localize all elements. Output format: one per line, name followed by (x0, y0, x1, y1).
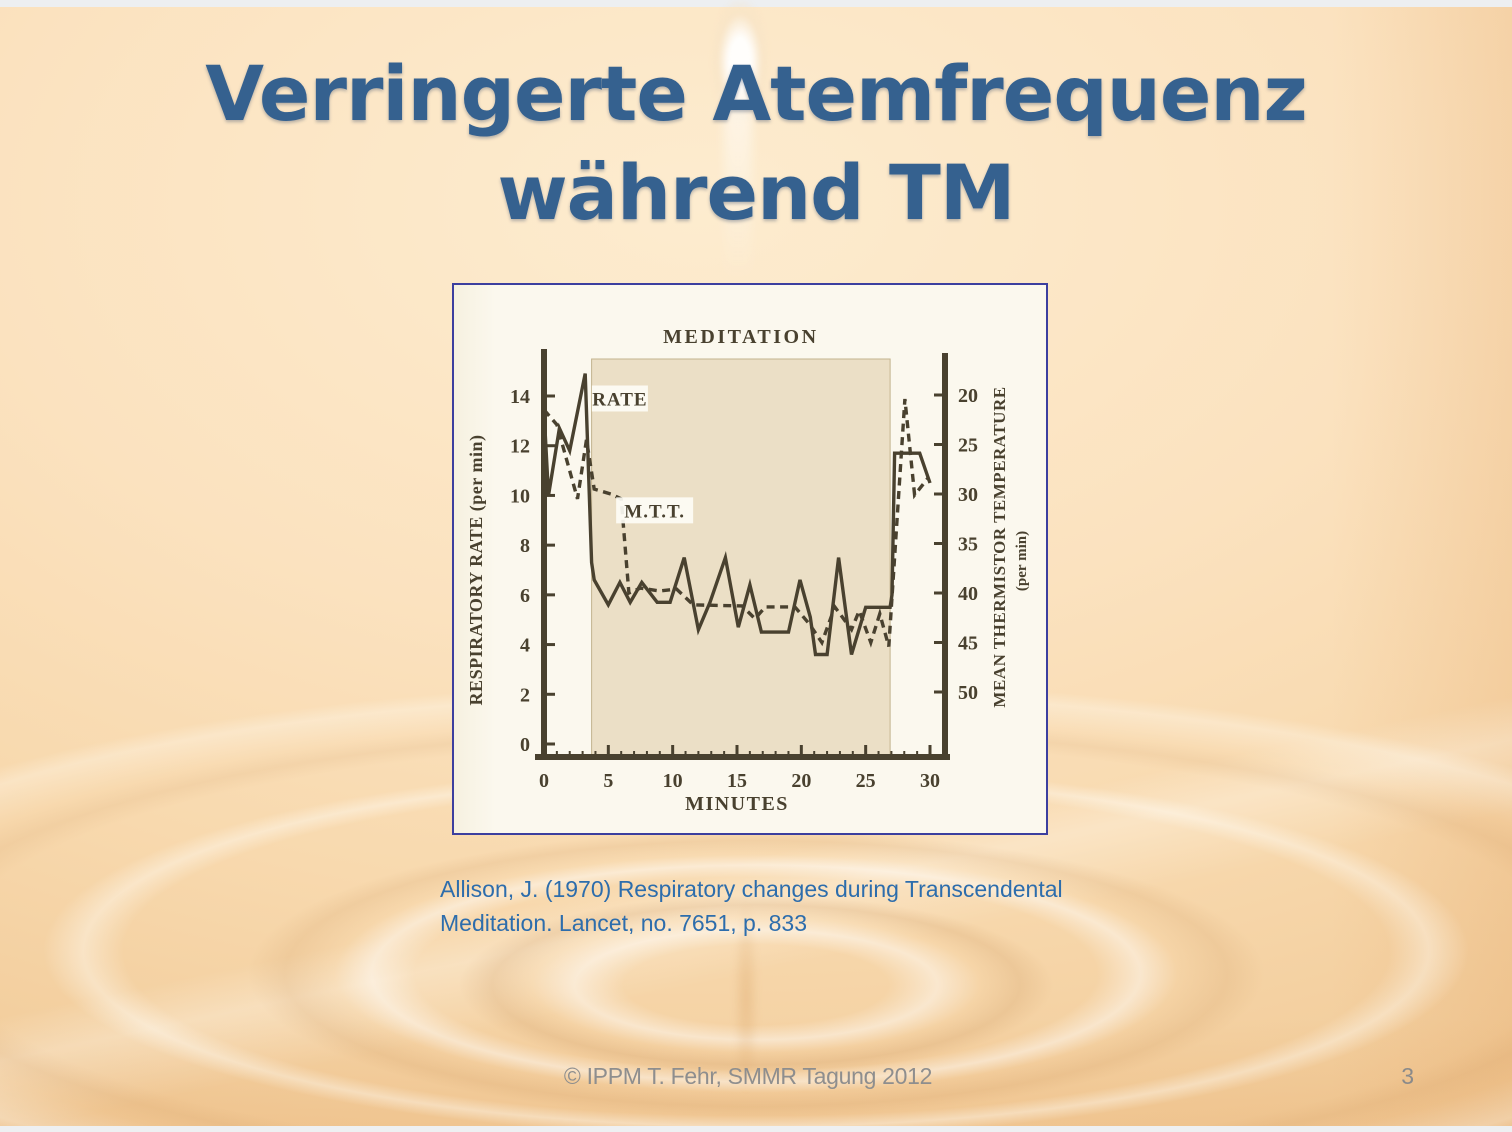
footer-credit: © IPPM T. Fehr, SMMR Tagung 2012 (563, 1063, 933, 1089)
svg-text:20: 20 (958, 385, 978, 407)
svg-text:25: 25 (958, 435, 978, 457)
svg-text:30: 30 (958, 484, 978, 506)
svg-text:10: 10 (510, 485, 530, 507)
water-droplet-glow (724, 92, 752, 282)
page-title: Verringerte Atemfrequenz während TM (0, 44, 1512, 242)
svg-text:35: 35 (958, 534, 978, 556)
svg-text:5: 5 (603, 770, 613, 792)
bottom-edge-strip (0, 1126, 1512, 1132)
svg-text:4: 4 (520, 635, 530, 657)
svg-text:M.T.T.: M.T.T. (624, 501, 685, 522)
svg-text:12: 12 (510, 436, 530, 458)
svg-text:(per min): (per min) (1014, 531, 1030, 591)
svg-text:50: 50 (958, 682, 978, 704)
citation: Allison, J. (1970) Respiratory changes d… (440, 872, 1120, 940)
meditation-chart: MEDITATION 0 2 4 6 8 10 12 14 20 25 30 35 40 45 50 0 5 10 1… (466, 326, 1030, 815)
citation-line-2: Meditation. Lancet, no. 7651, p. 833 (440, 910, 807, 936)
svg-text:2: 2 (520, 684, 530, 706)
figure-panel: MEDITATION 0 2 4 6 8 10 12 14 20 25 30 35 40 45 50 0 5 10 1… (452, 283, 1048, 835)
svg-text:14: 14 (510, 386, 530, 408)
svg-text:0: 0 (539, 770, 549, 792)
svg-text:8: 8 (520, 535, 530, 557)
svg-text:MINUTES: MINUTES (685, 793, 789, 815)
svg-text:6: 6 (520, 585, 530, 607)
svg-text:MEAN THERMISTOR TEMPERATURE: MEAN THERMISTOR TEMPERATURE (990, 386, 1009, 707)
title-line-2: während TM (497, 148, 1015, 237)
svg-text:RATE: RATE (592, 389, 647, 410)
svg-text:MEDITATION: MEDITATION (663, 326, 818, 348)
svg-text:40: 40 (958, 583, 978, 605)
svg-text:20: 20 (791, 770, 811, 792)
svg-text:25: 25 (856, 770, 876, 792)
svg-text:45: 45 (958, 633, 978, 655)
svg-text:15: 15 (727, 770, 747, 792)
svg-text:0: 0 (520, 734, 530, 756)
svg-text:10: 10 (663, 770, 683, 792)
citation-line-1: Allison, J. (1970) Respiratory changes d… (440, 876, 1063, 902)
page-number: 3 (1401, 1063, 1414, 1089)
water-droplet-streak (733, 900, 759, 1095)
svg-text:30: 30 (920, 770, 940, 792)
svg-text:RESPIRATORY RATE (per min): RESPIRATORY RATE (per min) (466, 435, 487, 706)
title-line-1: Verringerte Atemfrequenz (205, 49, 1307, 138)
